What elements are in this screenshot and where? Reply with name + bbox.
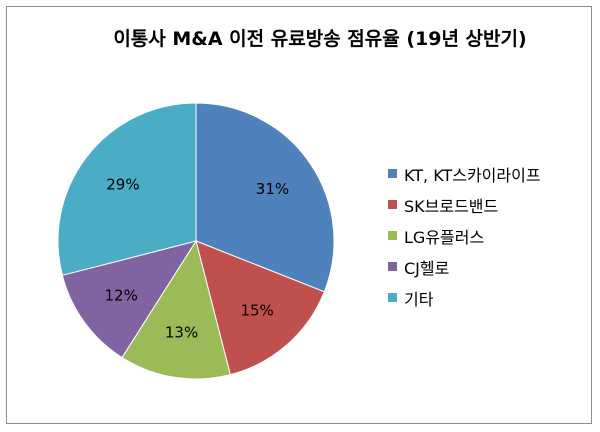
- legend-swatch: [388, 200, 397, 209]
- legend-label: 기타: [404, 289, 434, 309]
- data-label-1: 15%: [240, 301, 273, 319]
- pie-slice-0: [195, 102, 335, 293]
- legend-label: CJ헬로: [404, 258, 450, 278]
- chart-title: 이통사 M&A 이전 유료방송 점유율 (19년 상반기): [113, 28, 527, 50]
- pie-slice-2: [121, 239, 231, 380]
- data-label-4: 29%: [106, 175, 139, 193]
- data-label-3: 12%: [105, 286, 138, 304]
- legend-item-1: SK브로드밴드: [388, 189, 541, 220]
- pie-slice-4: [57, 102, 197, 276]
- legend-item-3: CJ헬로: [388, 251, 541, 282]
- pie-slice-3: [61, 240, 198, 359]
- legend-item-2: LG유플러스: [388, 220, 541, 251]
- legend-label: LG유플러스: [404, 227, 485, 247]
- legend-swatch: [388, 231, 397, 240]
- legend-swatch: [388, 169, 397, 178]
- legend-swatch: [388, 262, 397, 271]
- legend-swatch: [388, 293, 397, 302]
- data-label-0: 31%: [256, 180, 289, 198]
- legend-label: SK브로드밴드: [404, 196, 499, 216]
- legend-item-4: 기타: [388, 282, 541, 313]
- pie-slice-1: [195, 240, 325, 376]
- legend-item-0: KT, KT스카이라이프: [388, 158, 541, 189]
- data-label-2: 13%: [165, 323, 198, 341]
- legend-label: KT, KT스카이라이프: [404, 165, 541, 185]
